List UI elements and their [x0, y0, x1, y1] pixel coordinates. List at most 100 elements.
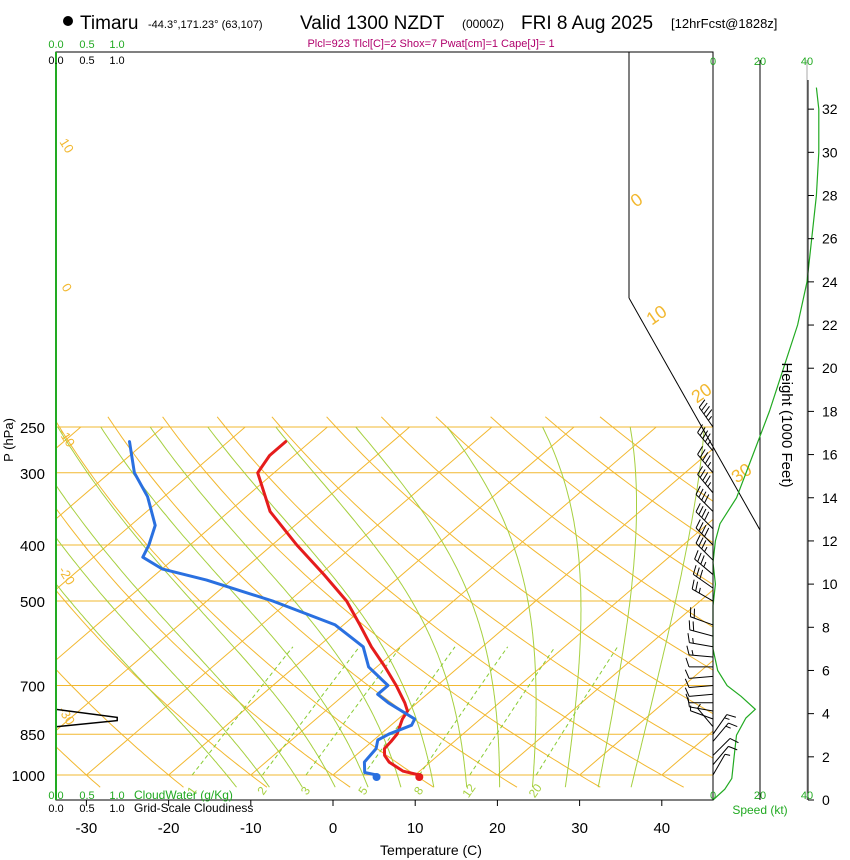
wind-barb-flag	[728, 745, 738, 751]
mixing-ratio-line	[305, 646, 402, 776]
wind-barb-staff	[689, 629, 714, 637]
sounding-indices: Plcl=923 Tlcl[C]=2 Shox=7 Pwat[cm]=1 Cap…	[307, 38, 554, 50]
wind-barb-flag	[728, 722, 738, 728]
x-axis-tick-label: 40	[653, 820, 670, 837]
dry-adiabat-line	[271, 416, 713, 759]
mixing-ratio-label: 20	[526, 781, 545, 800]
wind-barb-flag	[686, 645, 690, 656]
dewpoint-profile-line	[128, 440, 417, 777]
dry-adiabat-line	[162, 416, 601, 788]
x-axis-tick-label: -10	[240, 820, 262, 837]
surface-dewpoint-point	[372, 773, 381, 781]
pressure-tick-label: 250	[20, 420, 45, 437]
isotherm-label: 0	[59, 281, 76, 295]
wind-barb-half-flag	[698, 587, 701, 594]
dry-adiabat-line	[490, 416, 713, 586]
isotherm-label: -30	[55, 704, 78, 728]
wind-barb	[688, 620, 714, 637]
height-connector-line	[628, 297, 761, 531]
height-tick-label: 30	[822, 144, 838, 160]
wind-barb-flag	[697, 424, 703, 433]
station-name: Timaru	[80, 13, 138, 34]
forecast-date: FRI 8 Aug 2025	[521, 13, 653, 34]
wind-barb-staff	[689, 706, 714, 712]
wind-barb-flag	[702, 472, 709, 481]
wind-barb-flag	[684, 678, 690, 688]
moist-adiabat-line	[446, 426, 537, 788]
wind-barb-flag	[729, 738, 739, 744]
height-tick-label: 32	[822, 101, 838, 117]
skewt-profiles	[128, 440, 424, 781]
wind-barb-flag	[699, 469, 706, 478]
x-axis-tick-label: 30	[571, 820, 588, 837]
pressure-tick-label: 700	[20, 678, 45, 695]
station-coords: -44.3°,171.23° (63,107)	[148, 19, 263, 31]
wind-barb	[712, 745, 738, 766]
cloudiness-tick-label: 0.0	[48, 55, 63, 67]
wind-barb-flag	[698, 399, 706, 408]
cloud-water-tick-label: 0.0	[48, 39, 63, 51]
cloudiness-tick-label: 0.5	[79, 55, 94, 67]
cloud-water-tick-label: 1.0	[109, 39, 124, 51]
wind-barb	[712, 714, 737, 735]
wind-barb-half-flag	[703, 561, 707, 568]
wind-barb	[697, 446, 714, 474]
forecast-hour: [12hrFcst@1828z]	[671, 16, 777, 31]
cloudiness-tick-label: 1.0	[109, 55, 124, 67]
wind-barb-staff	[689, 684, 714, 689]
zulu-time: (0000Z)	[462, 17, 504, 31]
wind-barb-half-flag	[707, 482, 712, 488]
mixing-ratio-label: 2	[254, 784, 269, 798]
wind-barb	[684, 678, 714, 689]
isotherm-line	[86, 426, 493, 776]
moist-adiabat-line	[149, 426, 402, 788]
height-tick-label: 14	[822, 490, 838, 506]
wind-barb-flag	[696, 567, 700, 577]
height-tick-label: 2	[822, 749, 830, 765]
cloudiness-tick-label: 0.0	[48, 803, 63, 815]
moist-adiabat-line	[597, 426, 637, 788]
wind-barb-staff	[693, 573, 714, 589]
pressure-tick-label: 850	[20, 727, 45, 744]
wind-barb-flag	[704, 494, 710, 504]
speed-axis-title: Speed (kt)	[732, 803, 787, 817]
dry-adiabat-line	[56, 589, 268, 788]
cloudiness-tick-label: 1.0	[109, 803, 124, 815]
speed-tick-label: 0	[710, 56, 716, 68]
y-axis-title: P (hPa)	[1, 418, 16, 462]
wind-barb-flag	[697, 552, 702, 562]
wind-barb	[685, 657, 713, 668]
wind-barb-flag	[701, 508, 707, 518]
mixing-ratio-label: 3	[298, 784, 313, 798]
dry-adiabat-line	[56, 507, 351, 788]
wind-barb-flag	[705, 409, 713, 418]
speed-tick-label: 0	[710, 790, 716, 802]
wind-barb-staff	[689, 654, 714, 658]
speed-tick-label: 20	[754, 56, 766, 68]
valid-time: Valid 1300 NZDT	[300, 13, 445, 34]
isotherm-label: -20	[55, 564, 78, 588]
wind-barb-flag	[695, 581, 699, 592]
cloud-water-tick-label: 0.5	[79, 39, 94, 51]
wind-barb-flag	[698, 537, 704, 547]
isotherm-line	[56, 426, 410, 732]
dry-adiabat-label: 30	[728, 459, 756, 487]
dry-adiabat-line	[56, 668, 184, 788]
height-axis-title: Height (1000 Feet)	[778, 362, 795, 487]
mixing-ratio-line	[363, 646, 456, 776]
wind-barb-flag	[704, 511, 710, 521]
wind-barb-staff	[712, 738, 731, 756]
wind-barb-flag	[692, 621, 695, 631]
isotherm-line	[579, 659, 713, 776]
moist-adiabat-line	[56, 484, 303, 788]
height-tick-label: 18	[822, 403, 838, 419]
wind-barb-half-flag	[724, 717, 730, 720]
wind-barb	[687, 633, 714, 648]
mixing-ratio-label: 12	[459, 781, 478, 800]
dry-adiabat-line	[435, 416, 713, 628]
wind-barb-flag	[685, 693, 690, 703]
wind-barb	[689, 705, 714, 720]
wind-barb-flag	[684, 669, 690, 679]
moist-adiabat-line	[207, 426, 435, 788]
wind-barb	[712, 738, 739, 756]
